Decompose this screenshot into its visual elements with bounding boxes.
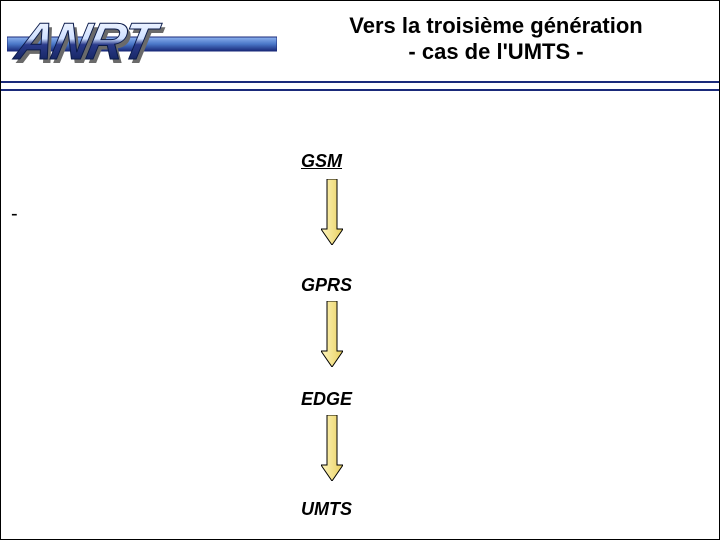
slide-title-line1: Vers la troisième génération — [281, 13, 711, 39]
slide: ANRT ANRT Vers la troisième génération -… — [0, 0, 720, 540]
svg-text:ANRT: ANRT — [9, 13, 165, 71]
node-umts: UMTS — [301, 499, 421, 520]
node-edge: EDGE — [301, 389, 421, 410]
header-rule — [1, 81, 719, 95]
node-gsm: GSM — [301, 151, 421, 172]
anrt-logo: ANRT ANRT — [7, 5, 277, 77]
slide-header: ANRT ANRT Vers la troisième génération -… — [1, 1, 719, 95]
slide-title: Vers la troisième génération - cas de l'… — [281, 13, 711, 65]
node-gprs: GPRS — [301, 275, 421, 296]
header-rule-bottom — [1, 89, 719, 91]
arrow-gprs-edge — [321, 301, 343, 367]
arrow-gsm-gprs — [321, 179, 343, 245]
header-rule-top — [1, 81, 719, 83]
arrow-edge-umts — [321, 415, 343, 481]
slide-title-line2: - cas de l'UMTS - — [281, 39, 711, 65]
anrt-logo-svg: ANRT ANRT — [7, 5, 277, 77]
stray-dash: - — [11, 203, 18, 226]
